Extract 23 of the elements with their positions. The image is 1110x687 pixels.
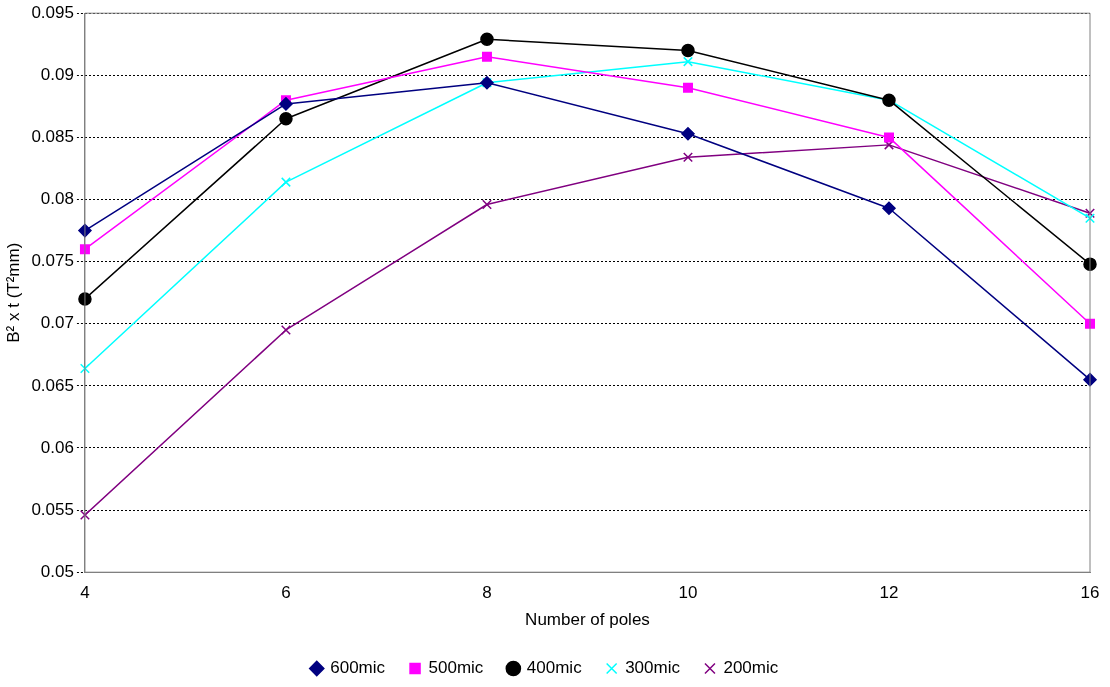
x-tick-label: 10 (678, 583, 698, 603)
legend-label: 400mic (526, 658, 583, 678)
y-tick-label: 0.08 (40, 189, 74, 209)
legend-label: 300mic (625, 658, 681, 678)
x-tick-label: 12 (879, 583, 899, 603)
x-tick-label: 6 (281, 583, 291, 603)
y-tick-label: 0.055 (31, 499, 74, 519)
y-tick-label: 0.07 (40, 313, 74, 333)
y-tick-label: 0.05 (40, 561, 74, 581)
y-tick-label: 0.085 (31, 127, 74, 147)
x-tick-label: 4 (80, 583, 90, 603)
y-tick-label: 0.06 (40, 437, 74, 457)
y-axis-title: B² x t (T²mm) (3, 242, 23, 343)
legend-label: 500mic (428, 658, 484, 678)
legend-label: 600mic (330, 658, 386, 678)
x-tick-label: 16 (1080, 583, 1100, 603)
x-axis-title: Number of poles (525, 610, 650, 630)
x-tick-label: 8 (482, 583, 492, 603)
y-tick-label: 0.09 (40, 65, 74, 84)
y-tick-label: 0.075 (31, 251, 74, 271)
legend-label: 200mic (723, 658, 779, 678)
y-tick-label: 0.095 (31, 2, 74, 22)
y-tick-label: 0.065 (31, 375, 74, 395)
